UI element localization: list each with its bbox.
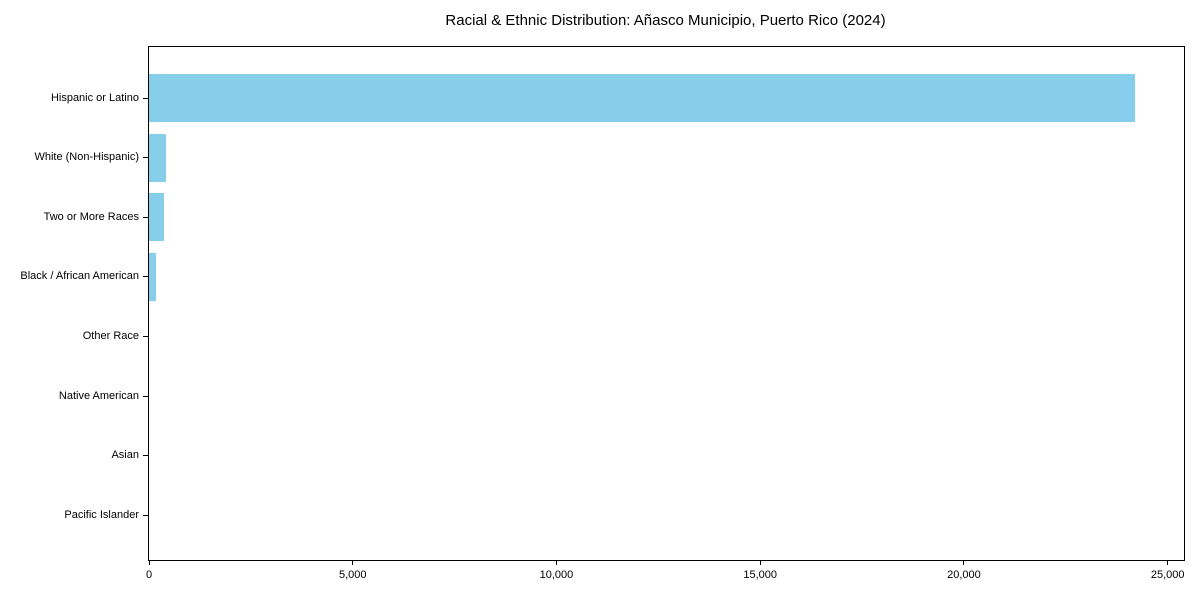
x-tick-label: 20,000	[947, 569, 981, 581]
x-tick-label: 0	[145, 569, 153, 581]
x-tick-mark	[555, 560, 557, 565]
y-tick-label: Two or More Races	[43, 210, 139, 223]
plot-area: Hispanic or Latino White (Non-Hispanic) Tw…	[20, 46, 1185, 581]
x-tick-mark	[148, 560, 150, 565]
y-tick-label: Other Race	[82, 329, 139, 342]
bar-hispanic-or-latino	[149, 74, 1136, 122]
y-tick-label: Asian	[111, 449, 139, 462]
y-tick-mark	[143, 455, 148, 457]
bar-white-non-hispanic	[149, 133, 167, 182]
y-tick-label: Pacific Islander	[64, 508, 139, 521]
chart-title: Racial & Ethnic Distribution: Añasco Mun…	[445, 12, 886, 29]
y-tick-label: Hispanic or Latino	[50, 91, 139, 104]
y-tick-label: Native American	[58, 389, 139, 402]
x-tick-label: 15,000	[743, 569, 778, 581]
x-tick-mark	[1167, 560, 1169, 565]
y-tick-mark	[143, 216, 148, 218]
x-tick-mark	[759, 560, 761, 565]
y-tick-mark	[143, 335, 148, 337]
y-tick-mark	[143, 514, 148, 516]
x-tick-mark	[352, 560, 354, 565]
y-tick-label: Black / African American	[20, 270, 139, 283]
y-tick-mark	[143, 395, 148, 397]
x-tick-label: 25,000	[1150, 569, 1185, 581]
y-tick-mark	[143, 276, 148, 278]
x-tick-mark	[963, 560, 965, 565]
y-tick-mark	[143, 157, 148, 159]
bar-two-or-more-races	[149, 193, 164, 242]
x-tick-label: 10,000	[539, 569, 574, 581]
y-tick-mark	[143, 97, 148, 99]
x-tick-label: 5,000	[338, 569, 367, 581]
y-tick-label: White (Non-Hispanic)	[34, 151, 139, 164]
bar-black-african-american	[149, 252, 156, 301]
